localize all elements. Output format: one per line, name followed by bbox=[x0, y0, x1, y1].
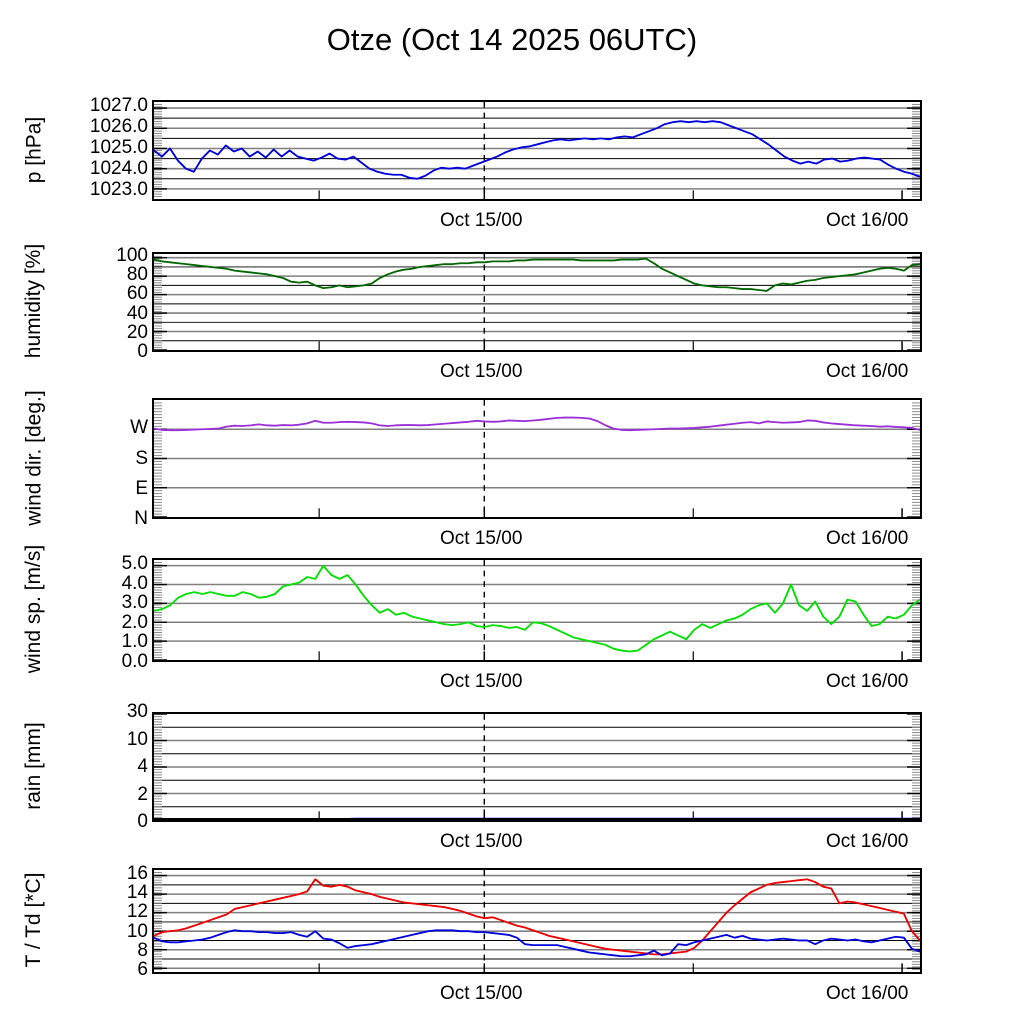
y-tick-label: S bbox=[135, 447, 148, 469]
y-tick-label: 16 bbox=[126, 862, 148, 884]
y-tick-label: 100 bbox=[116, 244, 148, 266]
x-tick-label: Oct 16/00 bbox=[825, 831, 909, 852]
y-tick-label: 40 bbox=[126, 302, 148, 324]
plot-area-rain[interactable] bbox=[152, 712, 922, 822]
plot-area-temperature[interactable] bbox=[152, 868, 922, 974]
series-dir bbox=[154, 416, 920, 432]
y-ticks-rain: 0 2 4 10 30 bbox=[56, 702, 148, 831]
plot-area-wind_dir[interactable] bbox=[152, 398, 922, 519]
x-tick-label: Oct 15/00 bbox=[440, 831, 523, 852]
y-tick-label: 60 bbox=[126, 283, 148, 305]
x-tick-label: Oct 15/00 bbox=[440, 361, 523, 382]
y-tick-label: 2 bbox=[137, 783, 148, 805]
plot-area-humidity[interactable] bbox=[152, 252, 922, 352]
y-ticks-temperature: 6 8 10 12 14 16 bbox=[56, 864, 148, 979]
y-tick-label: 0 bbox=[137, 811, 148, 832]
y-tick-label: 10 bbox=[126, 920, 148, 942]
series-Td bbox=[154, 929, 920, 958]
y-tick-label: 6 bbox=[137, 959, 148, 981]
y-tick-label: 1027.0 bbox=[89, 95, 148, 117]
y-ticks-wind_speed: 0.0 1.0 2.0 3.0 4.0 5.0 bbox=[56, 554, 148, 671]
series-RH bbox=[154, 257, 920, 292]
y-tick-label: 10 bbox=[126, 728, 148, 750]
y-tick-label: 20 bbox=[126, 321, 148, 343]
y-tick-label: N bbox=[134, 508, 148, 529]
y-tick-label: 14 bbox=[126, 882, 148, 904]
y-tick-label: 0.0 bbox=[121, 651, 148, 672]
y-ticks-pressure: 1023.0 1024.0 1025.0 1026.0 1027.0 bbox=[56, 96, 148, 201]
y-tick-label: 1026.0 bbox=[89, 116, 148, 138]
x-tick-label: Oct 15/00 bbox=[440, 210, 523, 231]
x-tick-label: Oct 16/00 bbox=[825, 983, 909, 1004]
series-ff bbox=[154, 564, 920, 653]
y-tick-label: 8 bbox=[137, 939, 148, 961]
y-ticks-humidity: 0 20 40 60 80 100 bbox=[56, 246, 148, 361]
x-tick-label: Oct 16/00 bbox=[825, 361, 909, 382]
x-tick-label: Oct 16/00 bbox=[825, 528, 909, 549]
x-tick-label: Oct 15/00 bbox=[440, 983, 523, 1004]
y-tick-label: 3.0 bbox=[121, 592, 148, 614]
y-tick-label: E bbox=[135, 477, 148, 499]
y-tick-label: 5.0 bbox=[121, 552, 148, 574]
x-tick-label: Oct 16/00 bbox=[825, 210, 909, 231]
y-tick-label: 80 bbox=[126, 264, 148, 286]
series-p bbox=[154, 120, 920, 180]
plot-area-pressure[interactable] bbox=[152, 100, 922, 201]
y-tick-label: 12 bbox=[126, 901, 148, 923]
plot-area-wind_speed[interactable] bbox=[152, 558, 922, 662]
y-tick-label: 2.0 bbox=[121, 611, 148, 633]
x-tick-label: Oct 16/00 bbox=[825, 671, 909, 692]
y-tick-label: 0 bbox=[137, 341, 148, 362]
y-tick-label: 4 bbox=[137, 756, 148, 777]
series-T bbox=[154, 878, 920, 956]
y-axis-label-temperature: T / Td [*C] bbox=[22, 872, 45, 968]
y-tick-label: 4.0 bbox=[121, 572, 148, 594]
x-tick-label: Oct 15/00 bbox=[440, 528, 523, 549]
y-tick-label: 30 bbox=[126, 701, 148, 722]
page-title: Otze (Oct 14 2025 06UTC) bbox=[326, 22, 698, 57]
y-tick-label: 1023.0 bbox=[89, 179, 148, 201]
y-tick-label: 1025.0 bbox=[89, 137, 148, 159]
y-tick-label: W bbox=[130, 417, 148, 439]
y-tick-label: 1024.0 bbox=[89, 158, 148, 180]
x-tick-label: Oct 15/00 bbox=[440, 671, 523, 692]
y-tick-label: 1.0 bbox=[121, 631, 148, 653]
